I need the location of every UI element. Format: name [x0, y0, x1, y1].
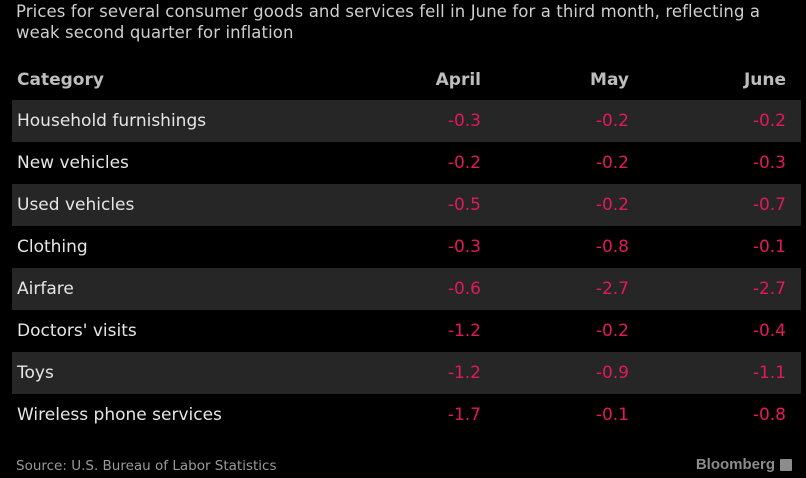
june-value: -0.2 — [752, 111, 786, 131]
table-row: Airfare -0.6 -2.7 -2.7 — [12, 268, 801, 310]
june-value: -0.1 — [752, 237, 786, 257]
may-value: -2.7 — [595, 279, 629, 299]
bloomberg-logo: Bloomberg — [696, 456, 792, 473]
header-april: April — [435, 70, 481, 90]
bloomberg-mark-icon — [780, 458, 792, 471]
table-row: Household furnishings -0.3 -0.2 -0.2 — [12, 100, 801, 142]
category-cell: Airfare — [17, 279, 74, 299]
data-table: Category April May June Household furnis… — [12, 60, 801, 436]
table-row: Toys -1.2 -0.9 -1.1 — [12, 352, 801, 394]
category-cell: Wireless phone services — [17, 405, 222, 425]
june-value: -2.7 — [752, 279, 786, 299]
may-value: -0.2 — [595, 111, 629, 131]
june-value: -0.3 — [752, 153, 786, 173]
header-category: Category — [17, 70, 104, 90]
april-value: -0.5 — [447, 195, 481, 215]
may-value: -0.2 — [595, 195, 629, 215]
header-june: June — [743, 70, 786, 90]
table-header-row: Category April May June — [12, 60, 801, 100]
june-value: -0.4 — [752, 321, 786, 341]
table-row: Clothing -0.3 -0.8 -0.1 — [12, 226, 801, 268]
april-value: -1.2 — [447, 321, 481, 341]
category-cell: Household furnishings — [17, 111, 207, 131]
april-value: -0.2 — [447, 153, 481, 173]
category-cell: Doctors' visits — [17, 321, 137, 341]
april-value: -0.3 — [447, 111, 481, 131]
april-value: -0.3 — [447, 237, 481, 257]
may-value: -0.1 — [595, 405, 629, 425]
table-row: Doctors' visits -1.2 -0.2 -0.4 — [12, 310, 801, 352]
may-value: -0.8 — [595, 237, 629, 257]
may-value: -0.2 — [595, 153, 629, 173]
june-value: -0.7 — [752, 195, 786, 215]
table-row: Used vehicles -0.5 -0.2 -0.7 — [12, 184, 801, 226]
may-value: -0.9 — [595, 363, 629, 383]
table-row: Wireless phone services -1.7 -0.1 -0.8 — [12, 394, 801, 436]
source-note: Source: U.S. Bureau of Labor Statistics — [16, 458, 277, 474]
header-may: May — [590, 70, 629, 90]
category-cell: Used vehicles — [17, 195, 135, 215]
category-cell: Toys — [17, 363, 54, 383]
june-value: -0.8 — [752, 405, 786, 425]
category-cell: New vehicles — [17, 153, 129, 173]
table-row: New vehicles -0.2 -0.2 -0.3 — [12, 142, 801, 184]
brand-label: Bloomberg — [695, 456, 775, 473]
april-value: -1.2 — [447, 363, 481, 383]
chart-title: Prices for several consumer goods and se… — [16, 2, 761, 42]
table-body: Household furnishings -0.3 -0.2 -0.2 New veh… — [12, 100, 801, 436]
category-cell: Clothing — [17, 237, 88, 257]
may-value: -0.2 — [595, 321, 629, 341]
june-value: -1.1 — [752, 363, 786, 383]
april-value: -0.6 — [447, 279, 481, 299]
april-value: -1.7 — [447, 405, 481, 425]
